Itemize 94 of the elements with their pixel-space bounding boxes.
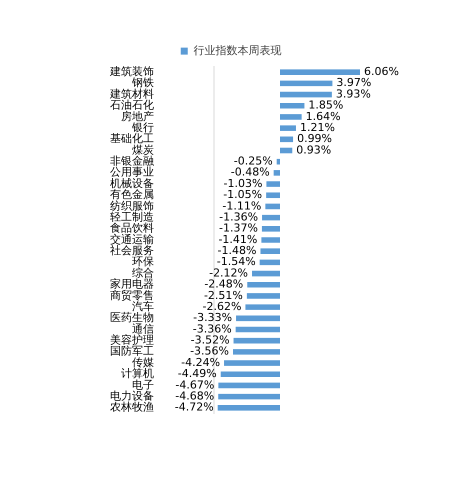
bar <box>262 214 280 220</box>
bar <box>266 192 280 198</box>
y-tick-label: 通信 <box>132 322 154 336</box>
y-tick-label: 美容护理 <box>110 334 154 347</box>
bar <box>218 394 280 400</box>
y-tick-label: 社会服务 <box>110 244 154 258</box>
data-label: -4.72% <box>174 400 214 414</box>
bar <box>280 148 292 154</box>
y-tick-label: 家用电器 <box>110 278 154 291</box>
bar <box>261 237 280 243</box>
bar <box>236 316 280 322</box>
bar <box>260 260 280 266</box>
y-tick-label: 机械设备 <box>110 176 154 190</box>
bar <box>276 158 280 164</box>
y-tick-label: 公用事业 <box>110 166 154 179</box>
data-label: -3.56% <box>190 344 230 358</box>
y-tick-label: 交通运输 <box>110 232 154 246</box>
y-tick-label: 煤炭 <box>132 143 154 156</box>
data-label: -2.12% <box>209 266 248 280</box>
y-tick-label: 建筑材料 <box>109 87 154 100</box>
data-label: -1.41% <box>218 232 258 246</box>
y-tick-label: 汽车 <box>132 300 154 313</box>
bar <box>266 181 280 187</box>
bar <box>260 248 280 254</box>
y-tick-label: 银行 <box>131 120 154 134</box>
bar <box>220 371 280 378</box>
y-tick-label: 非银金融 <box>110 154 154 168</box>
y-tick-label: 钢铁 <box>131 76 154 90</box>
bar <box>280 69 360 75</box>
y-tick-label: 环保 <box>132 255 154 268</box>
bar <box>280 125 296 131</box>
data-label: -2.48% <box>204 278 244 291</box>
data-label: 1.64% <box>306 110 341 123</box>
bar <box>274 170 280 176</box>
data-label: -0.48% <box>230 166 270 179</box>
data-label: -2.62% <box>202 300 242 313</box>
data-label: -3.36% <box>192 322 232 336</box>
y-tick-label: 基础化工 <box>110 132 154 146</box>
bar <box>247 282 280 288</box>
bar <box>280 114 302 120</box>
y-tick-label: 电子 <box>132 378 154 392</box>
data-label: -1.54% <box>216 255 256 268</box>
data-label: -1.48% <box>218 244 256 258</box>
data-label: -2.51% <box>204 288 243 302</box>
y-tick-label: 农林牧渔 <box>110 400 154 414</box>
bar <box>280 136 294 142</box>
data-label: -1.03% <box>223 176 262 190</box>
y-tick-label: 传媒 <box>132 356 154 369</box>
bar <box>262 226 280 232</box>
data-label: -4.67% <box>175 378 214 392</box>
data-label: 3.93% <box>336 87 371 100</box>
bar <box>234 338 280 344</box>
data-label: -1.36% <box>219 210 258 224</box>
bar <box>218 405 280 411</box>
bar <box>246 293 280 299</box>
bar <box>233 349 280 355</box>
y-tick-label: 电力设备 <box>110 389 154 402</box>
y-tick-label: 商贸零售 <box>110 288 154 302</box>
data-label: -3.52% <box>190 334 230 347</box>
y-tick-label: 房地产 <box>121 110 154 123</box>
data-label: -1.11% <box>222 199 262 212</box>
data-label: 6.06% <box>364 65 399 78</box>
y-tick-label: 轻工制造 <box>110 210 154 224</box>
data-label: 1.21% <box>300 120 335 134</box>
bar <box>280 102 304 109</box>
data-label: -1.37% <box>218 222 258 235</box>
y-tick-label: 建筑装饰 <box>109 65 154 78</box>
data-label: 0.93% <box>296 143 332 156</box>
bar <box>252 270 280 276</box>
y-tick-label: 纺织服饰 <box>110 199 154 212</box>
data-label: 3.97% <box>336 76 372 90</box>
data-label: -0.25% <box>234 154 273 168</box>
bar <box>280 92 332 98</box>
y-tick-label: 综合 <box>132 266 154 280</box>
data-label: -3.33% <box>193 311 232 324</box>
bar <box>280 80 332 86</box>
y-tick-label: 国防军工 <box>110 344 154 358</box>
y-tick-label: 医药生物 <box>110 311 154 324</box>
data-label: -4.24% <box>181 356 220 369</box>
bar <box>218 382 280 388</box>
data-label: 0.99% <box>297 132 332 146</box>
data-label: 1.85% <box>308 98 344 112</box>
y-tick-label: 食品饮料 <box>110 222 154 235</box>
bar <box>265 204 280 210</box>
data-label: -1.05% <box>223 188 262 202</box>
y-tick-label: 石油石化 <box>110 98 154 112</box>
data-label: -4.68% <box>175 389 214 402</box>
data-label: -4.49% <box>178 367 217 380</box>
y-tick-label: 计算机 <box>121 367 154 380</box>
bar <box>236 326 280 332</box>
y-tick-label: 有色金属 <box>110 188 154 202</box>
bar <box>245 304 280 310</box>
legend-label: 行业指数本周表现 <box>193 44 282 57</box>
bar <box>224 360 280 366</box>
